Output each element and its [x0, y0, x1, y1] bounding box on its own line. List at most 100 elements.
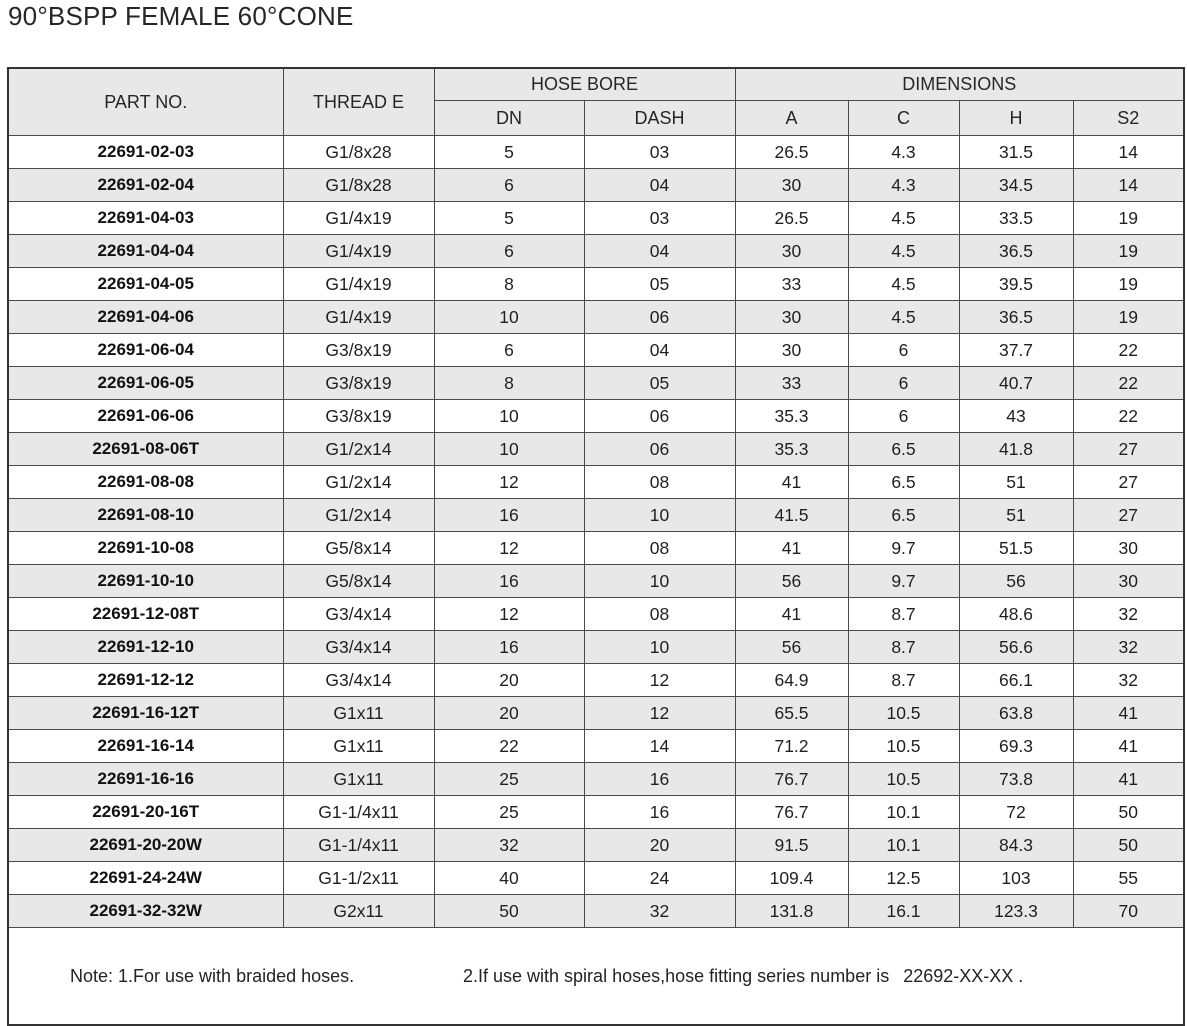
cell-dash: 06	[583, 399, 736, 433]
table-row: 22691-16-12T G1x11 20 12 65.5 10.5 63.8 41	[7, 696, 1185, 730]
cell-part-no: 22691-16-12T	[7, 696, 284, 730]
cell-dim-a: 76.7	[734, 762, 849, 796]
table-header: PART NO. THREAD E HOSE BORE DIMENSIONS D…	[7, 67, 1185, 136]
cell-dn: 40	[433, 861, 585, 895]
cell-dim-h: 72	[958, 795, 1074, 829]
cell-dim-h: 36.5	[958, 234, 1074, 268]
cell-part-no: 22691-04-03	[7, 201, 284, 235]
col-header-part-no: PART NO.	[7, 67, 284, 136]
note-row: Note: 1.For use with braided hoses. 2.If …	[7, 927, 1185, 1026]
cell-dim-a: 30	[734, 168, 849, 202]
cell-dim-c: 10.1	[847, 795, 960, 829]
note-text-2: 2.If use with spiral hoses,hose fitting …	[463, 965, 890, 986]
cell-dim-h: 43	[958, 399, 1074, 433]
cell-dim-c: 6	[847, 366, 960, 400]
cell-part-no: 22691-20-20W	[7, 828, 284, 862]
cell-dim-c: 12.5	[847, 861, 960, 895]
cell-dash: 08	[583, 597, 736, 631]
cell-dim-c: 4.3	[847, 135, 960, 169]
cell-dash: 10	[583, 498, 736, 532]
cell-dim-a: 30	[734, 333, 849, 367]
cell-dim-a: 26.5	[734, 201, 849, 235]
cell-dash: 16	[583, 762, 736, 796]
cell-dim-a: 71.2	[734, 729, 849, 763]
cell-dash: 12	[583, 663, 736, 697]
cell-dim-s2: 41	[1072, 696, 1185, 730]
cell-dn: 5	[433, 201, 585, 235]
cell-dn: 50	[433, 894, 585, 928]
cell-dim-s2: 32	[1072, 597, 1185, 631]
cell-dn: 6	[433, 168, 585, 202]
cell-dim-h: 56	[958, 564, 1074, 598]
table-row: 22691-24-24W G1-1/2x11 40 24 109.4 12.5 103 55	[7, 861, 1185, 895]
table-footer: Note: 1.For use with braided hoses. 2.If …	[7, 927, 1185, 1026]
cell-dim-s2: 27	[1072, 498, 1185, 532]
cell-dn: 10	[433, 300, 585, 334]
cell-dim-c: 4.5	[847, 201, 960, 235]
note-cell: Note: 1.For use with braided hoses. 2.If …	[7, 927, 1185, 1026]
cell-dash: 10	[583, 564, 736, 598]
cell-thread-e: G3/8x19	[282, 366, 435, 400]
cell-dim-a: 56	[734, 564, 849, 598]
cell-dim-h: 48.6	[958, 597, 1074, 631]
cell-dim-a: 41.5	[734, 498, 849, 532]
cell-dim-s2: 22	[1072, 399, 1185, 433]
cell-dim-s2: 30	[1072, 564, 1185, 598]
table-row: 22691-12-10 G3/4x14 16 10 56 8.7 56.6 32	[7, 630, 1185, 664]
cell-part-no: 22691-02-04	[7, 168, 284, 202]
cell-dim-h: 51.5	[958, 531, 1074, 565]
cell-dash: 14	[583, 729, 736, 763]
cell-part-no: 22691-04-05	[7, 267, 284, 301]
cell-dn: 20	[433, 696, 585, 730]
table-row: 22691-10-10 G5/8x14 16 10 56 9.7 56 30	[7, 564, 1185, 598]
col-header-thread-e: THREAD E	[282, 67, 435, 136]
cell-dash: 05	[583, 267, 736, 301]
col-group-dimensions: DIMENSIONS	[734, 67, 1185, 101]
cell-dim-a: 56	[734, 630, 849, 664]
cell-part-no: 22691-06-06	[7, 399, 284, 433]
table-row: 22691-32-32W G2x11 50 32 131.8 16.1 123.3 70	[7, 894, 1185, 928]
cell-dim-a: 76.7	[734, 795, 849, 829]
cell-dim-c: 9.7	[847, 564, 960, 598]
cell-dim-a: 30	[734, 234, 849, 268]
cell-dim-a: 41	[734, 531, 849, 565]
cell-dim-a: 109.4	[734, 861, 849, 895]
cell-dn: 6	[433, 234, 585, 268]
cell-part-no: 22691-06-05	[7, 366, 284, 400]
cell-dim-h: 36.5	[958, 300, 1074, 334]
cell-dash: 24	[583, 861, 736, 895]
cell-dn: 12	[433, 531, 585, 565]
cell-part-no: 22691-08-08	[7, 465, 284, 499]
cell-thread-e: G1/8x28	[282, 135, 435, 169]
header-row-groups: PART NO. THREAD E HOSE BORE DIMENSIONS	[7, 67, 1185, 136]
cell-thread-e: G3/4x14	[282, 597, 435, 631]
cell-dash: 32	[583, 894, 736, 928]
cell-dim-c: 6.5	[847, 465, 960, 499]
cell-thread-e: G1/2x14	[282, 498, 435, 532]
cell-dim-h: 37.7	[958, 333, 1074, 367]
cell-dim-h: 63.8	[958, 696, 1074, 730]
cell-part-no: 22691-20-16T	[7, 795, 284, 829]
cell-dim-s2: 27	[1072, 465, 1185, 499]
cell-dim-a: 65.5	[734, 696, 849, 730]
cell-thread-e: G1-1/4x11	[282, 795, 435, 829]
cell-dash: 06	[583, 300, 736, 334]
cell-dash: 03	[583, 201, 736, 235]
cell-dn: 25	[433, 762, 585, 796]
cell-part-no: 22691-16-16	[7, 762, 284, 796]
cell-dash: 04	[583, 168, 736, 202]
page-title: 90°BSPP FEMALE 60°CONE	[8, 1, 354, 31]
cell-dim-s2: 55	[1072, 861, 1185, 895]
cell-dim-h: 39.5	[958, 267, 1074, 301]
cell-dim-a: 131.8	[734, 894, 849, 928]
cell-dim-s2: 50	[1072, 795, 1185, 829]
cell-dim-h: 34.5	[958, 168, 1074, 202]
cell-thread-e: G1-1/4x11	[282, 828, 435, 862]
cell-dim-c: 8.7	[847, 597, 960, 631]
cell-dn: 10	[433, 399, 585, 433]
table-row: 22691-20-16T G1-1/4x11 25 16 76.7 10.1 72 50	[7, 795, 1185, 829]
cell-dim-h: 66.1	[958, 663, 1074, 697]
table-row: 22691-12-08T G3/4x14 12 08 41 8.7 48.6 32	[7, 597, 1185, 631]
cell-dim-c: 10.5	[847, 762, 960, 796]
note-text-1: Note: 1.For use with braided hoses.	[70, 965, 355, 986]
